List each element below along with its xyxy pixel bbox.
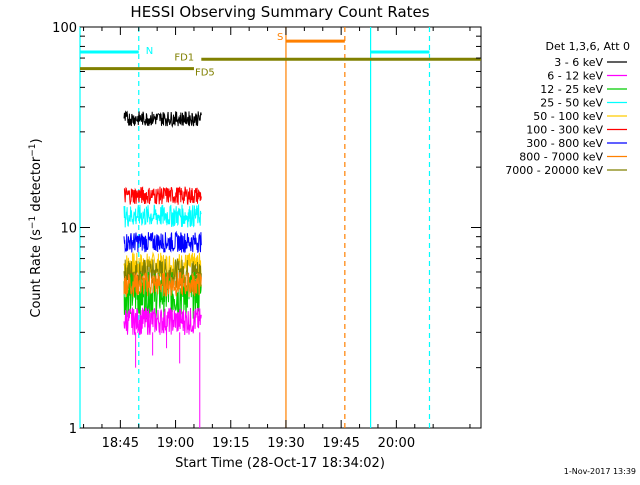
legend-label-6: 300 - 800 keV — [526, 137, 603, 150]
footer-timestamp: 1-Nov-2017 13:39 — [564, 467, 636, 476]
series-trace-5 — [123, 186, 202, 205]
x-tick-label: 19:00 — [157, 436, 194, 451]
x-tick-label: 19:45 — [322, 436, 359, 451]
x-tick-label: 18:45 — [102, 436, 139, 451]
legend-label-1: 6 - 12 keV — [547, 70, 603, 83]
y-axis-label: Count Rate (s−1 detector−1) — [28, 138, 44, 317]
series-trace-6 — [123, 230, 202, 254]
series-trace-0 — [123, 110, 202, 129]
plot-frame — [79, 26, 482, 429]
y-tick-label: 100 — [52, 21, 77, 36]
chart-title: HESSI Observing Summary Count Rates — [130, 3, 429, 21]
legend-label-0: 3 - 6 keV — [554, 56, 603, 69]
legend-label-3: 25 - 50 keV — [540, 97, 603, 110]
y-tick-label: 10 — [60, 222, 77, 237]
y-tick-label: 1 — [69, 422, 77, 437]
y-axis-label-sup2: −1 — [28, 143, 38, 156]
plot-border — [79, 26, 482, 429]
series-trace-3 — [123, 203, 202, 228]
series-trace-7 — [123, 272, 202, 297]
legend-label-2: 12 - 25 keV — [540, 83, 603, 96]
x-tick-label: 20:00 — [378, 436, 415, 451]
x-tick-label: 19:30 — [267, 436, 304, 451]
annotation-label: S — [277, 32, 283, 43]
legend-title: Det 1,3,6, Att 0 — [546, 40, 630, 53]
legend-label-8: 7000 - 20000 keV — [505, 164, 603, 177]
x-tick-label: 19:15 — [212, 436, 249, 451]
legend-label-5: 100 - 300 keV — [526, 124, 603, 137]
legend-label-7: 800 - 7000 keV — [519, 151, 603, 164]
annotation-label: N — [146, 46, 153, 57]
series-trace-1 — [123, 307, 202, 336]
legend-label-4: 50 - 100 keV — [533, 110, 603, 123]
series-layer — [123, 110, 202, 428]
annotation-label: FD5 — [195, 68, 215, 79]
y-axis-label-mid: detector — [29, 156, 44, 216]
x-axis-label: Start Time (28-Oct-17 18:34:02) — [175, 456, 385, 471]
annotation-label: FD1 — [174, 52, 194, 63]
axis-layer: 18:45 19:00 19:15 19:30 19:45 20:00 1 10 100 — [52, 21, 481, 451]
y-axis-label-end: ) — [29, 138, 44, 143]
y-axis-label-main: Count Rate (s — [29, 229, 44, 318]
y-axis-label-sup1: −1 — [28, 216, 38, 229]
